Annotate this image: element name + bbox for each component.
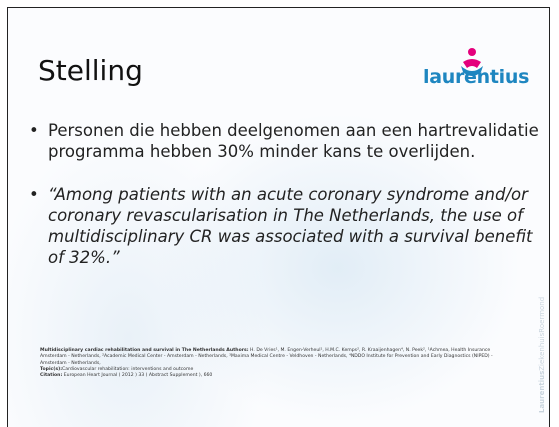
topic: Cardiovascular rehabilitation: intervent… — [62, 366, 194, 372]
citation-text: European Heart Journal ( 2012 ) 33 ( Abs… — [63, 373, 213, 379]
slide-title: Stelling — [38, 54, 143, 87]
side-text-rest: ZiekenhuisRoermond — [538, 296, 546, 371]
citation-title: Multidisciplinary cardiac rehabilitation… — [40, 348, 249, 353]
logo-text: laurentius — [423, 66, 530, 88]
topic-label: Topic(s): — [40, 366, 63, 372]
citation-label: Citation: — [40, 373, 63, 379]
bullet-quote: “Among patients with an acute coronary s… — [29, 184, 549, 268]
citation-authors: H. De Vries¹, M. Engen-Verheul¹, H.M.C. … — [40, 348, 493, 366]
logo: laurentius — [423, 46, 533, 96]
side-text-brand: Laurentius — [538, 370, 546, 413]
slide: Stelling laurentius Personen die hebben … — [7, 7, 550, 427]
bullet-list: Personen die hebben deelgenomen aan een … — [28, 120, 549, 290]
side-text: LaurentiusZiekenhuisRoermond — [538, 297, 546, 413]
bullet: Personen die hebben deelgenomen aan een … — [29, 120, 549, 162]
citation: Multidisciplinary cardiac rehabilitation… — [40, 348, 510, 379]
logo-icon — [461, 48, 483, 76]
